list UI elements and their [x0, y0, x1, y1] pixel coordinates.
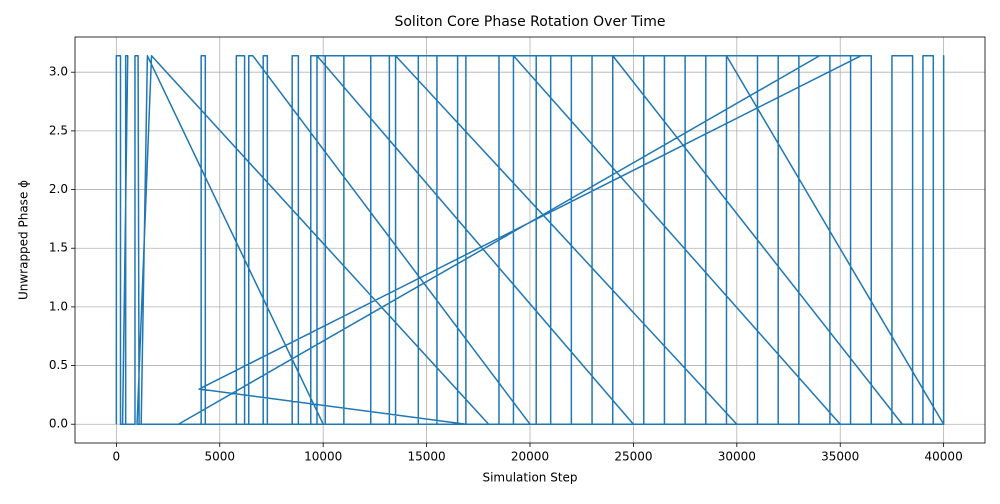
y-tick-label: 0.0: [49, 417, 68, 431]
x-tick-label: 15000: [407, 450, 445, 464]
y-tick-label: 0.5: [49, 358, 68, 372]
x-tick-label: 0: [113, 450, 121, 464]
x-tick-label: 5000: [204, 450, 235, 464]
plot-frame: [74, 36, 986, 444]
x-tick-label: 35000: [821, 450, 859, 464]
x-tick-label: 30000: [718, 450, 756, 464]
y-tick-label: 1.0: [49, 299, 68, 313]
data-line: [115, 55, 945, 425]
x-tick-label: 20000: [511, 450, 549, 464]
x-tick-label: 25000: [614, 450, 652, 464]
y-tick-label: 3.0: [49, 65, 68, 79]
y-tick-label: 2.5: [49, 123, 68, 137]
y-axis-label: Unwrapped Phase ϕ: [17, 180, 31, 300]
x-tick-label: 40000: [925, 450, 963, 464]
x-tick-label: 10000: [304, 450, 342, 464]
x-axis-label: Simulation Step: [482, 471, 577, 485]
y-tick-label: 1.5: [49, 241, 68, 255]
y-tick-label: 2.0: [49, 182, 68, 196]
chart-title: Soliton Core Phase Rotation Over Time: [394, 14, 665, 30]
